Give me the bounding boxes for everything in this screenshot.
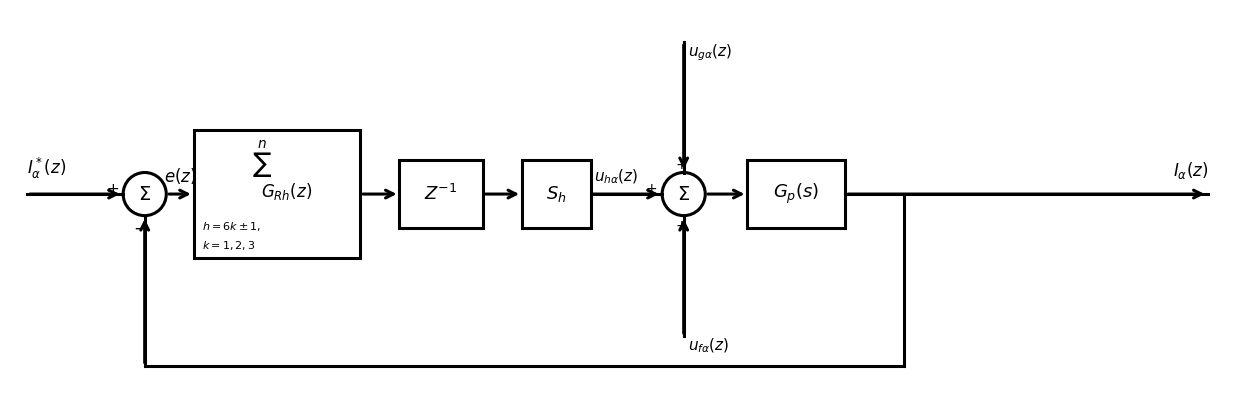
- Text: $e(z)$: $e(z)$: [164, 166, 196, 186]
- Text: $+$: $+$: [675, 158, 687, 171]
- Text: $-$: $-$: [133, 219, 146, 236]
- Text: $G_p(s)$: $G_p(s)$: [774, 182, 820, 206]
- Text: $\sum^{n}$: $\sum^{n}$: [252, 139, 273, 180]
- Text: $\Sigma$: $\Sigma$: [677, 184, 691, 204]
- Text: $I_{\alpha}(z)$: $I_{\alpha}(z)$: [1173, 160, 1208, 181]
- Text: $u_{f\alpha}(z)$: $u_{f\alpha}(z)$: [688, 336, 729, 355]
- Bar: [522, 160, 590, 229]
- Text: $I^*_{\alpha}(z)$: $I^*_{\alpha}(z)$: [27, 156, 67, 181]
- Text: $u_{g\alpha}(z)$: $u_{g\alpha}(z)$: [688, 42, 732, 63]
- Circle shape: [123, 173, 166, 216]
- Text: $+$: $+$: [107, 182, 119, 197]
- Text: $+$: $+$: [675, 219, 687, 232]
- Text: $k=1,2,3$: $k=1,2,3$: [202, 240, 255, 253]
- Bar: [399, 160, 482, 229]
- Text: $S_h$: $S_h$: [546, 184, 567, 204]
- Text: $Z^{-1}$: $Z^{-1}$: [424, 184, 458, 204]
- Text: $u_{h\alpha}(z)$: $u_{h\alpha}(z)$: [594, 168, 639, 186]
- Text: $h=6k\pm1,$: $h=6k\pm1,$: [202, 220, 260, 233]
- Text: $\Sigma$: $\Sigma$: [138, 184, 151, 204]
- Bar: [193, 130, 361, 258]
- Bar: [748, 160, 846, 229]
- Circle shape: [662, 173, 706, 216]
- Text: $+$: $+$: [645, 182, 657, 196]
- Text: $G_{Rh}(z)$: $G_{Rh}(z)$: [262, 180, 312, 202]
